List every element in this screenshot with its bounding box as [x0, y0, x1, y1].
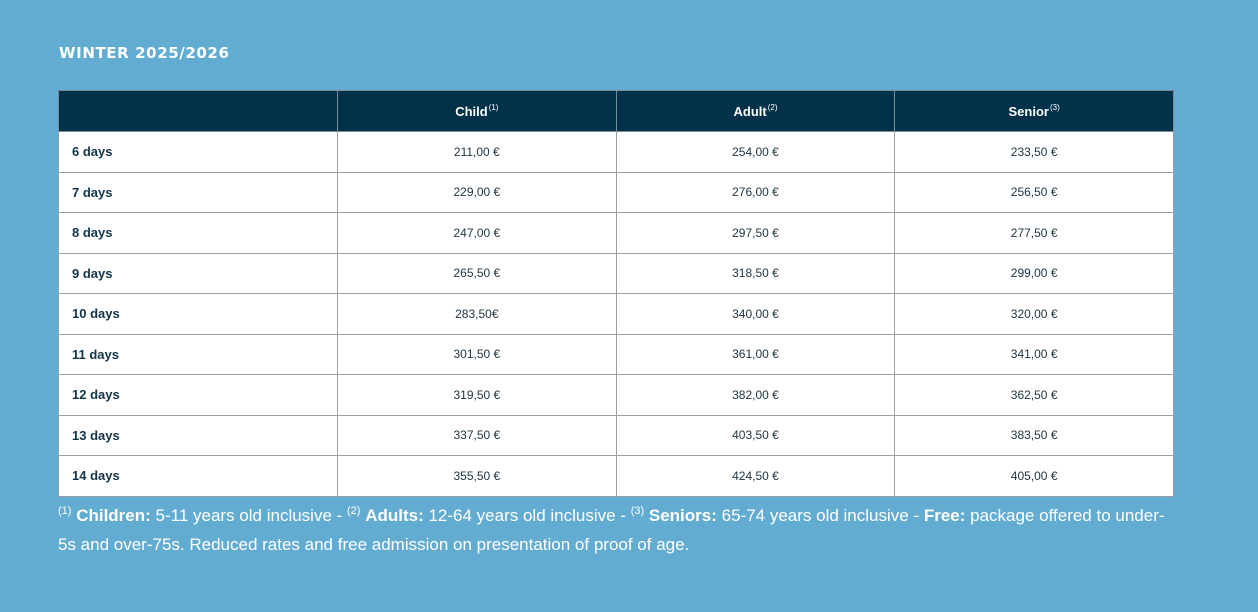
table-row: 9 days 265,50 €318,50 €299,00 € [58, 252, 1174, 294]
table-row: 14 days 355,50 €424,50 €405,00 € [58, 455, 1174, 497]
header-adult-label: Adult [733, 104, 767, 119]
table-row: 6 days 211,00 €254,00 €233,50 € [58, 131, 1174, 173]
table-row: 7 days 229,00 €276,00 €256,50 € [58, 171, 1174, 213]
adult-price-cell: 403,50 € [615, 414, 896, 456]
header-row: Child(1) Adult(2) Senior(3) [58, 90, 1174, 132]
senior-price-cell: 383,50 € [894, 414, 1174, 456]
footnote-marker-3: (3) [630, 505, 645, 517]
child-price-cell: 283,50€ [337, 293, 617, 335]
footnote-marker-1: (1) [58, 505, 72, 517]
senior-price-cell: 362,50 € [894, 374, 1174, 416]
adults-label: Adults: [365, 506, 424, 525]
child-price-cell: 211,00 € [337, 131, 617, 173]
adult-price-cell: 361,00 € [615, 333, 896, 375]
adult-price-cell: 382,00 € [615, 374, 896, 416]
header-senior: Senior(3) [894, 90, 1174, 132]
senior-price-cell: 341,00 € [894, 333, 1174, 375]
header-senior-label: Senior [1008, 104, 1049, 119]
adult-price-cell: 276,00 € [615, 171, 896, 213]
child-price-cell: 247,00 € [337, 212, 617, 254]
adult-price-cell: 297,50 € [615, 212, 896, 254]
senior-price-cell: 256,50 € [894, 171, 1174, 213]
age-footnote: (1) Children: 5-11 years old inclusive -… [58, 497, 1168, 559]
duration-cell: 11 days [58, 333, 338, 375]
duration-cell: 12 days [58, 374, 338, 416]
seniors-label: Seniors: [648, 506, 717, 525]
header-senior-note: (3) [1049, 103, 1060, 112]
child-price-cell: 355,50 € [337, 455, 617, 497]
table-row: 13 days 337,50 €403,50 €383,50 € [58, 414, 1174, 456]
price-table: Child(1) Adult(2) Senior(3) 6 days 211,00… [58, 90, 1174, 497]
children-label: Children: [76, 506, 151, 525]
adult-price-cell: 318,50 € [615, 252, 896, 294]
duration-cell: 10 days [58, 293, 338, 335]
table-row: 12 days 319,50 €382,00 €362,50 € [58, 374, 1174, 416]
season-title: WINTER 2025/2026 [59, 44, 230, 62]
footnote-marker-2: (2) [347, 505, 361, 517]
adult-price-cell: 424,50 € [615, 455, 896, 497]
header-adult-note: (2) [767, 103, 778, 112]
adult-price-cell: 340,00 € [615, 293, 896, 335]
child-price-cell: 337,50 € [337, 414, 617, 456]
free-text: package offered to under-5s and over-75s… [58, 506, 1165, 554]
header-adult: Adult(2) [615, 90, 896, 132]
child-price-cell: 319,50 € [337, 374, 617, 416]
senior-price-cell: 320,00 € [894, 293, 1174, 335]
table-row: 10 days 283,50€ 340,00 €320,00 € [58, 293, 1174, 335]
seniors-text: 65-74 years old inclusive - [716, 506, 924, 525]
senior-price-cell: 277,50 € [894, 212, 1174, 254]
table-row: 8 days 247,00 €297,50 €277,50 € [58, 212, 1174, 254]
duration-cell: 7 days [58, 171, 338, 213]
header-child: Child(1) [337, 90, 617, 132]
duration-cell: 6 days [58, 131, 338, 173]
senior-price-cell: 233,50 € [894, 131, 1174, 173]
header-duration [58, 90, 338, 132]
table-row: 11 days 301,50 €361,00 €341,00 € [58, 333, 1174, 375]
child-price-cell: 265,50 € [337, 252, 617, 294]
duration-cell: 9 days [58, 252, 338, 294]
duration-cell: 14 days [58, 455, 338, 497]
child-price-cell: 301,50 € [337, 333, 617, 375]
children-text: 5-11 years old inclusive - [150, 506, 348, 525]
price-table-header: Child(1) Adult(2) Senior(3) [58, 90, 1174, 132]
senior-price-cell: 299,00 € [894, 252, 1174, 294]
senior-price-cell: 405,00 € [894, 455, 1174, 497]
child-price-cell: 229,00 € [337, 171, 617, 213]
header-child-label: Child [455, 104, 488, 119]
adult-price-cell: 254,00 € [615, 131, 896, 173]
free-label: Free: [923, 506, 966, 525]
duration-cell: 8 days [58, 212, 338, 254]
adults-text: 12-64 years old inclusive - [423, 506, 631, 525]
price-table-body: 6 days 211,00 €254,00 €233,50 €7 days 229,… [58, 131, 1174, 497]
duration-cell: 13 days [58, 414, 338, 456]
header-child-note: (1) [488, 103, 499, 112]
